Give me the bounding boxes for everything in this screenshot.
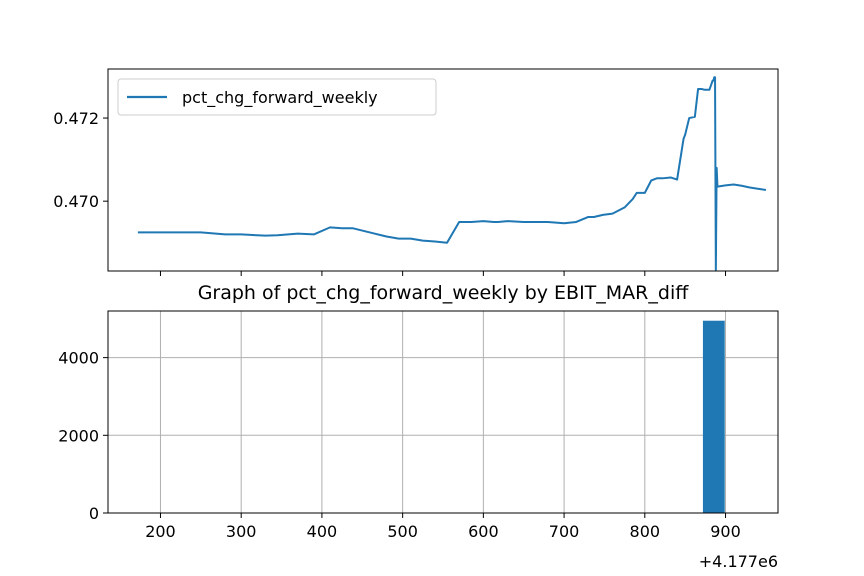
histogram-y-tick-label: 0 <box>89 504 99 523</box>
top-y-axis-ticks: 0.470 0.472 <box>53 109 108 211</box>
top-y-tick-label: 0.470 <box>53 192 99 211</box>
histogram-x-tick-label: 900 <box>710 522 741 541</box>
histogram-y-axis-ticks: 0 2000 4000 <box>58 349 108 523</box>
legend-box <box>117 78 437 116</box>
histogram-x-tick-label: 300 <box>226 522 257 541</box>
top-plot-frame <box>107 68 779 272</box>
histogram-x-tick-label: 400 <box>307 522 338 541</box>
histogram-bars <box>702 320 725 513</box>
histogram-plot-frame <box>107 310 779 514</box>
histogram-x-axis-ticks: 200 300 400 500 600 700 800 900 <box>145 513 741 541</box>
histogram-panel: Graph of pct_chg_forward_weekly by EBIT_… <box>58 282 779 571</box>
legend: pct_chg_forward_weekly <box>117 78 437 116</box>
histogram-y-tick-label: 2000 <box>58 426 99 445</box>
histogram-x-tick-label: 500 <box>387 522 418 541</box>
x-offset-label: +4.177e6 <box>699 552 778 571</box>
histogram-x-tick-label: 200 <box>145 522 176 541</box>
legend-label: pct_chg_forward_weekly <box>182 88 378 108</box>
line-chart-panel: 0.470 0.472 pct_chg_forward_weekly <box>53 68 779 276</box>
histogram-bar <box>702 320 725 513</box>
line-series <box>137 76 767 271</box>
pct-chg-forward-weekly-line <box>137 76 767 271</box>
histogram-x-tick-label: 700 <box>549 522 580 541</box>
top-x-axis-ticks <box>159 271 727 276</box>
top-y-tick-label: 0.472 <box>53 109 99 128</box>
histogram-title: Graph of pct_chg_forward_weekly by EBIT_… <box>198 282 690 304</box>
histogram-x-tick-label: 600 <box>468 522 499 541</box>
histogram-y-tick-label: 4000 <box>58 349 99 368</box>
histogram-x-tick-label: 800 <box>630 522 661 541</box>
